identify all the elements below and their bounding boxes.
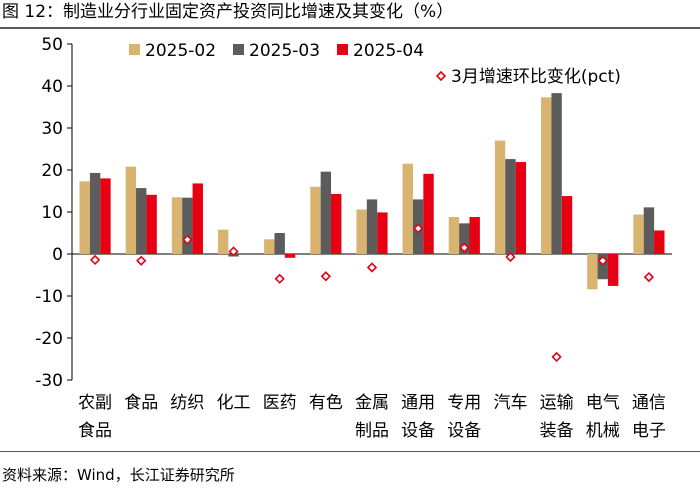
chart-title: 图 12：制造业分行业固定资产投资同比增速及其变化（%） xyxy=(2,2,454,22)
x-tick-label: 食品 xyxy=(78,421,112,441)
x-tick-label: 食品 xyxy=(124,393,158,413)
legend-label: 3月增速环比变化(pct) xyxy=(451,67,621,87)
bar-2025-03 xyxy=(366,199,378,254)
marker-point xyxy=(366,262,378,273)
bar-2025-04 xyxy=(607,254,619,286)
bar-2025-03 xyxy=(505,159,516,254)
x-tick-label: 有色 xyxy=(309,393,343,413)
bar-2025-02 xyxy=(171,197,183,254)
bar-2025-04 xyxy=(515,162,527,254)
bar-2025-03 xyxy=(136,188,147,254)
marker-point xyxy=(505,251,516,263)
y-tick-label: -30 xyxy=(35,371,63,391)
legend-marker-swatch xyxy=(435,70,447,82)
y-tick-label: 20 xyxy=(41,161,63,181)
footer-divider xyxy=(0,451,700,452)
bar-2025-04 xyxy=(100,178,111,254)
y-tick-label: 40 xyxy=(41,77,63,97)
bar-chart: 2025-02 2025-03 2025-04 3月增速环比变化(pct) 50 40 3… xyxy=(35,35,672,441)
legend-label: 2025-02 xyxy=(145,41,216,61)
bar-2025-04 xyxy=(331,193,342,254)
marker-point xyxy=(274,273,285,284)
bar-2025-02 xyxy=(310,186,321,254)
bar-2025-04 xyxy=(192,183,203,254)
x-tick-label: 电子 xyxy=(632,421,666,441)
bar-series-group xyxy=(79,93,665,290)
bar-2025-03 xyxy=(459,223,470,254)
y-tick-label: 50 xyxy=(41,35,63,55)
bar-2025-03 xyxy=(643,207,655,254)
x-tick-label: 金属 xyxy=(355,393,389,413)
y-tick-label: -10 xyxy=(35,287,63,307)
x-tick-label: 设备 xyxy=(447,421,481,441)
marker-point xyxy=(136,255,147,266)
bar-2025-02 xyxy=(217,229,229,254)
legend-label: 2025-04 xyxy=(353,41,424,61)
y-tick-label: -20 xyxy=(35,329,63,349)
title-divider xyxy=(0,27,700,29)
x-tick-label: 制品 xyxy=(355,421,389,441)
x-tick-label: 汽车 xyxy=(493,393,527,413)
x-tick-label: 医药 xyxy=(263,393,297,413)
legend-swatch-2025-02 xyxy=(129,44,140,55)
bar-2025-02 xyxy=(587,254,598,290)
bar-2025-02 xyxy=(633,214,644,254)
bar-2025-03 xyxy=(89,172,101,254)
bar-2025-02 xyxy=(264,239,275,254)
bar-2025-02 xyxy=(402,163,413,254)
bar-2025-04 xyxy=(423,173,434,254)
marker-point xyxy=(459,242,470,253)
x-tick-label: 电气 xyxy=(586,393,620,413)
marker-point xyxy=(89,254,101,266)
bar-2025-02 xyxy=(541,97,552,254)
bar-2025-03 xyxy=(597,254,608,280)
y-tick-label: 0 xyxy=(52,245,63,265)
bar-2025-04 xyxy=(146,194,157,254)
marker-point xyxy=(597,255,608,266)
bar-2025-04 xyxy=(377,212,388,254)
bar-2025-04 xyxy=(561,196,573,254)
bar-2025-02 xyxy=(125,166,137,254)
marker-point xyxy=(413,223,424,234)
x-tick-label: 农副 xyxy=(78,393,112,413)
bar-2025-03 xyxy=(274,233,285,254)
bar-2025-04 xyxy=(469,217,480,254)
bar-2025-03 xyxy=(551,93,562,254)
bar-2025-02 xyxy=(356,209,367,254)
x-tick-label: 装备 xyxy=(540,421,574,441)
x-tick-label: 设备 xyxy=(401,421,435,441)
bar-2025-03 xyxy=(182,197,193,254)
marker-point xyxy=(182,234,193,245)
bar-2025-02 xyxy=(79,181,90,254)
y-tick-label: 10 xyxy=(41,203,63,223)
x-tick-label: 纺织 xyxy=(170,393,204,413)
y-tick-label: 30 xyxy=(41,119,63,139)
bar-2025-02 xyxy=(448,217,460,254)
bar-2025-04 xyxy=(284,254,296,258)
x-tick-label: 运输 xyxy=(540,393,574,413)
bar-2025-04 xyxy=(654,230,665,254)
x-tick-label: 专用 xyxy=(447,393,481,413)
legend-swatch-2025-03 xyxy=(233,44,244,55)
marker-point xyxy=(551,351,562,363)
source-note: 资料来源：Wind，长江证券研究所 xyxy=(2,466,235,484)
bar-2025-02 xyxy=(494,140,506,254)
chart-legend: 2025-02 2025-03 2025-04 3月增速环比变化(pct) xyxy=(129,41,621,87)
marker-point xyxy=(643,271,655,283)
legend-label: 2025-03 xyxy=(249,41,320,61)
marker-point xyxy=(320,271,331,282)
x-tick-label: 机械 xyxy=(586,421,620,441)
marker-point xyxy=(228,246,239,257)
bar-2025-03 xyxy=(320,171,332,254)
x-tick-label: 通用 xyxy=(401,393,435,413)
x-tick-label: 化工 xyxy=(217,393,251,413)
legend-swatch-2025-04 xyxy=(337,44,348,55)
x-tick-label: 通信 xyxy=(632,393,666,413)
marker-series-group xyxy=(89,223,655,363)
